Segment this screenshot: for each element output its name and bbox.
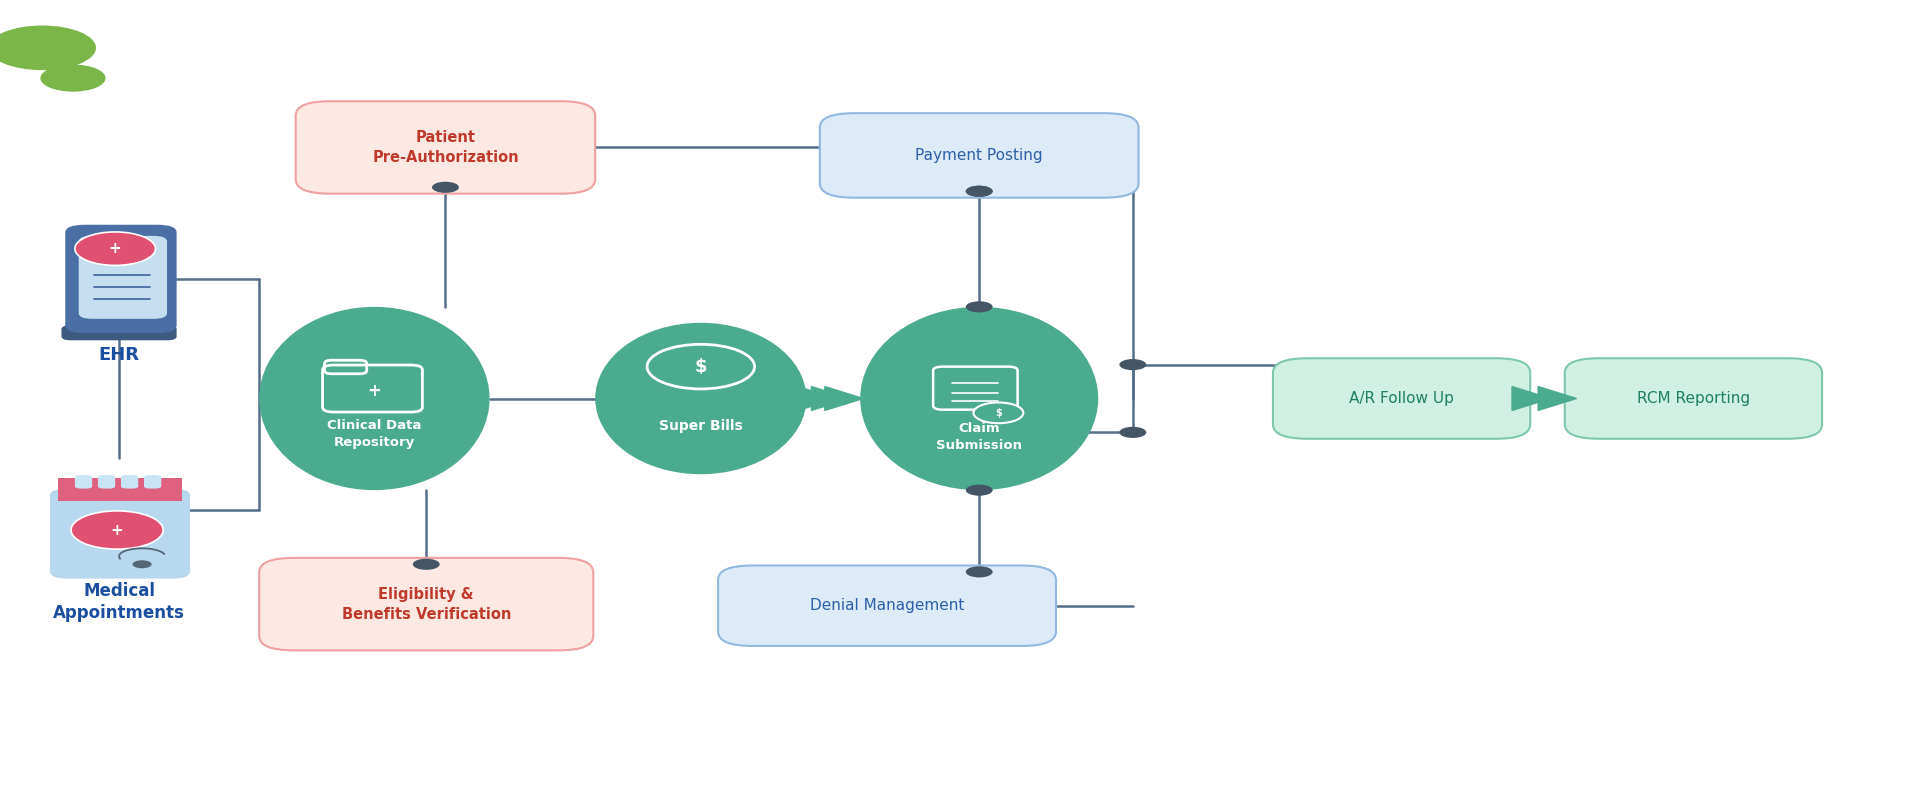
Circle shape	[75, 232, 156, 265]
FancyBboxPatch shape	[144, 475, 161, 489]
Text: Clinical Data
Repository: Clinical Data Repository	[326, 419, 422, 450]
FancyBboxPatch shape	[61, 325, 177, 340]
Circle shape	[966, 485, 993, 496]
Polygon shape	[812, 387, 851, 410]
Text: +: +	[367, 382, 382, 399]
FancyBboxPatch shape	[79, 236, 167, 319]
FancyBboxPatch shape	[718, 566, 1056, 646]
Text: $: $	[995, 408, 1002, 418]
FancyBboxPatch shape	[65, 225, 177, 333]
Text: Super Bills: Super Bills	[659, 419, 743, 434]
Circle shape	[1119, 427, 1146, 438]
Text: Patient
Pre-Authorization: Patient Pre-Authorization	[372, 130, 518, 165]
FancyBboxPatch shape	[50, 489, 190, 579]
Circle shape	[0, 26, 96, 70]
FancyBboxPatch shape	[1565, 359, 1822, 438]
Polygon shape	[826, 387, 864, 410]
Text: Denial Management: Denial Management	[810, 599, 964, 613]
Text: Payment Posting: Payment Posting	[916, 148, 1043, 163]
Text: Eligibility &
Benefits Verification: Eligibility & Benefits Verification	[342, 587, 511, 622]
Circle shape	[40, 65, 106, 92]
Ellipse shape	[860, 307, 1098, 490]
Ellipse shape	[259, 307, 490, 490]
Circle shape	[413, 559, 440, 570]
Text: +: +	[109, 241, 121, 256]
Polygon shape	[799, 387, 837, 410]
FancyBboxPatch shape	[75, 475, 92, 489]
Circle shape	[973, 402, 1023, 423]
FancyBboxPatch shape	[259, 558, 593, 650]
Ellipse shape	[595, 323, 806, 474]
Text: A/R Follow Up: A/R Follow Up	[1350, 391, 1453, 406]
Circle shape	[966, 186, 993, 197]
Text: $: $	[695, 358, 707, 375]
Text: Claim
Submission: Claim Submission	[937, 422, 1021, 452]
FancyBboxPatch shape	[820, 113, 1139, 198]
Text: Medical
Appointments: Medical Appointments	[54, 582, 184, 622]
FancyBboxPatch shape	[58, 478, 182, 501]
Polygon shape	[1511, 387, 1549, 410]
Circle shape	[1119, 359, 1146, 370]
FancyBboxPatch shape	[1273, 359, 1530, 438]
Text: RCM Reporting: RCM Reporting	[1638, 391, 1749, 406]
Circle shape	[966, 566, 993, 578]
Circle shape	[132, 560, 152, 568]
Circle shape	[966, 186, 993, 197]
Circle shape	[966, 301, 993, 312]
Circle shape	[432, 182, 459, 193]
Circle shape	[71, 511, 163, 549]
FancyBboxPatch shape	[121, 475, 138, 489]
Text: +: +	[111, 523, 123, 537]
FancyBboxPatch shape	[98, 475, 115, 489]
Text: EHR: EHR	[98, 346, 140, 363]
Polygon shape	[1538, 387, 1576, 410]
FancyBboxPatch shape	[296, 101, 595, 194]
